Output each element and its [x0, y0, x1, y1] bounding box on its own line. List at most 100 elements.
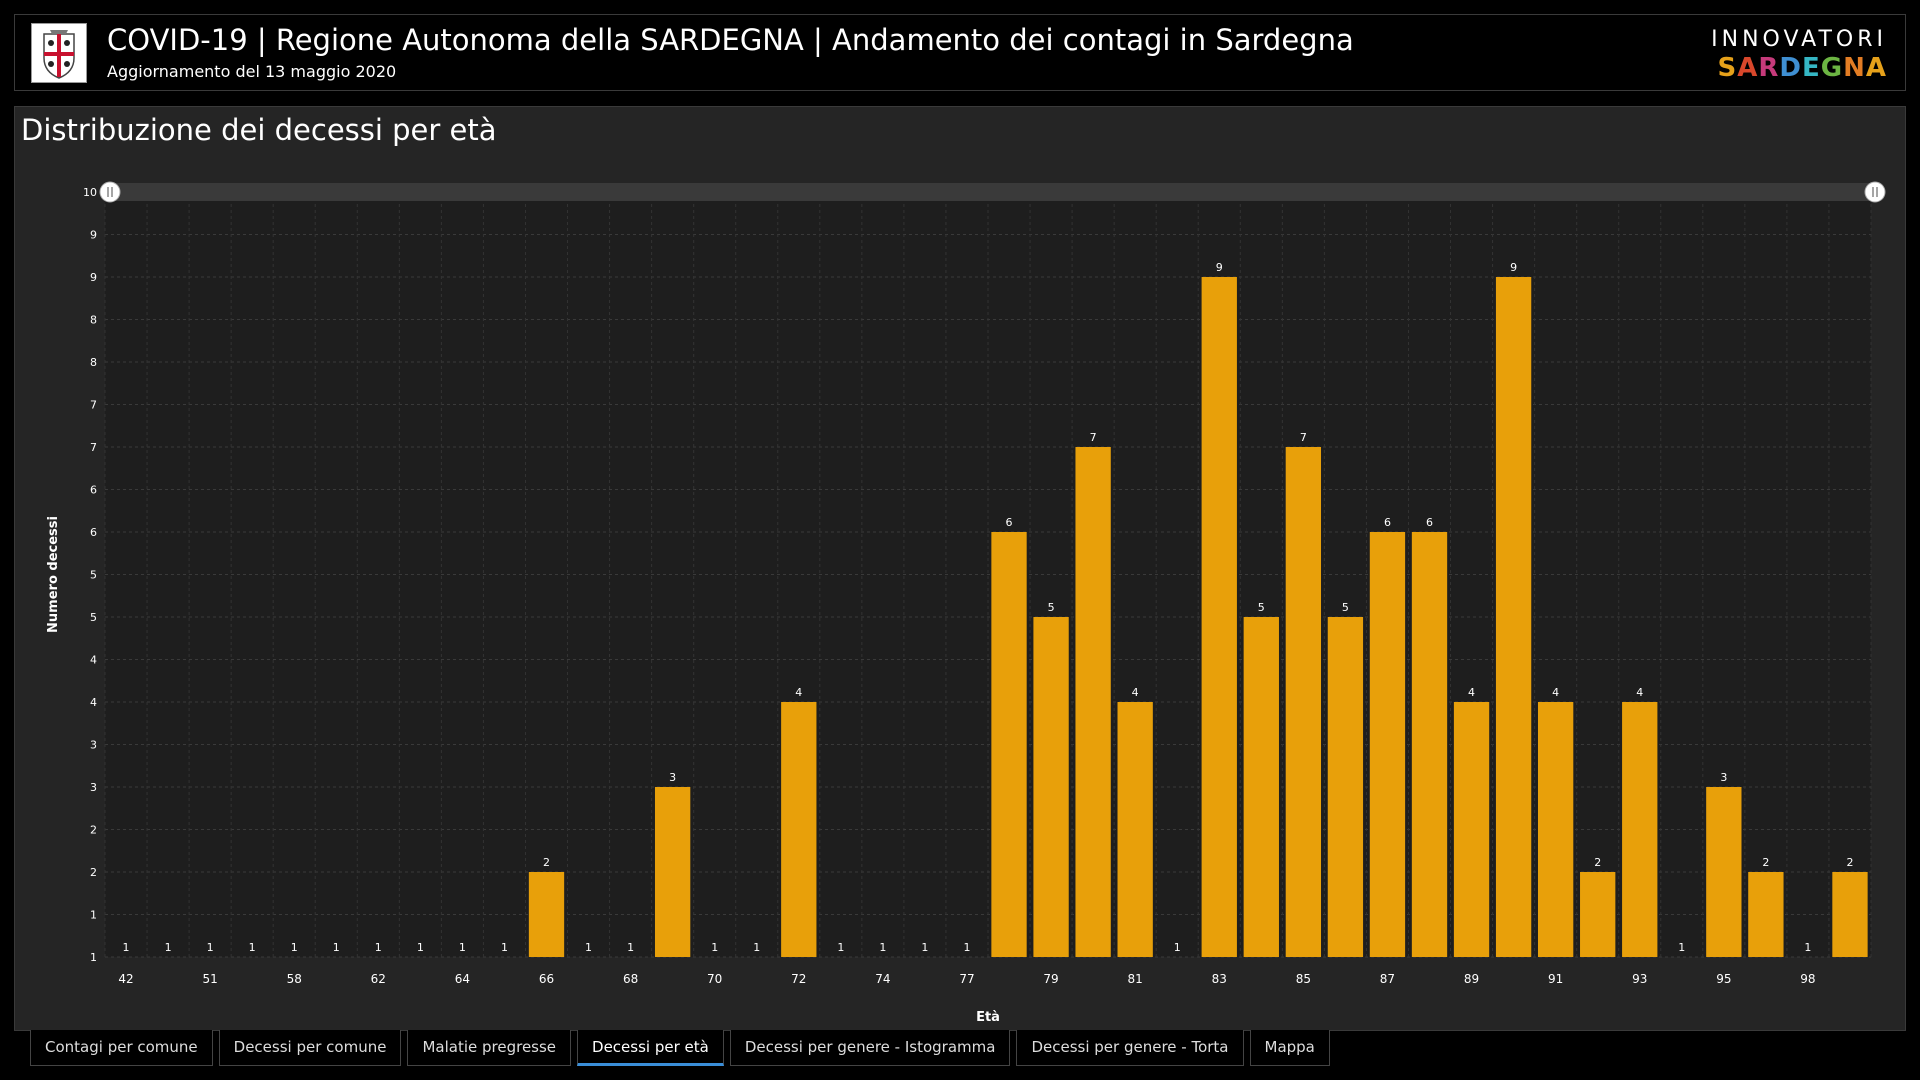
- tab-decessi-per-età[interactable]: Decessi per età: [577, 1030, 724, 1066]
- bar-value-label: 1: [375, 941, 382, 954]
- tab-decessi-per-genere-istogramma[interactable]: Decessi per genere - Istogramma: [729, 1030, 1011, 1066]
- bar-value-label: 1: [837, 941, 844, 954]
- brand-letter: D: [1779, 53, 1802, 83]
- bar-value-label: 1: [291, 941, 298, 954]
- range-slider-track[interactable]: [105, 183, 1881, 201]
- bar[interactable]: [1748, 872, 1784, 957]
- bar-value-label: 1: [165, 941, 172, 954]
- bar-value-label: 9: [1510, 261, 1517, 274]
- bar[interactable]: [1327, 617, 1364, 957]
- brand-name-sardegna: SARDEGNA: [1718, 53, 1887, 83]
- bar[interactable]: [1411, 532, 1448, 957]
- bar[interactable]: [1622, 702, 1658, 957]
- brand-letter: A: [1737, 53, 1759, 83]
- bar-value-label: 3: [1720, 771, 1727, 784]
- bar[interactable]: [1453, 702, 1490, 957]
- bar[interactable]: [1201, 277, 1237, 957]
- bar-value-label: 4: [1132, 686, 1139, 699]
- x-tick-label: 98: [1800, 972, 1815, 986]
- bar-value-label: 1: [249, 941, 256, 954]
- bar-value-label: 7: [1090, 431, 1097, 444]
- y-tick-label: 6: [90, 526, 97, 539]
- brand-letter: E: [1802, 53, 1821, 83]
- bar-value-label: 2: [1762, 856, 1769, 869]
- bar-value-label: 1: [879, 941, 886, 954]
- bar[interactable]: [1243, 617, 1279, 957]
- x-tick-label: 68: [623, 972, 638, 986]
- x-tick-label: 81: [1128, 972, 1143, 986]
- range-slider-handle[interactable]: [99, 181, 121, 203]
- tab-bar: Contagi per comune Decessi per comune Mala…: [30, 1030, 1330, 1068]
- bar-value-label: 1: [417, 941, 424, 954]
- y-axis-title: Numero decessi: [46, 516, 61, 633]
- x-tick-label: 87: [1380, 972, 1395, 986]
- range-slider-handle[interactable]: [1864, 181, 1886, 203]
- bar-value-label: 4: [1468, 686, 1475, 699]
- bar-value-label: 1: [501, 941, 508, 954]
- x-tick-label: 42: [118, 972, 133, 986]
- x-tick-label: 58: [287, 972, 302, 986]
- tab-decessi-per-genere-torta[interactable]: Decessi per genere - Torta: [1016, 1030, 1244, 1066]
- y-tick-label: 9: [90, 229, 97, 242]
- y-tick-label: 5: [90, 611, 97, 624]
- x-tick-label: 64: [455, 972, 470, 986]
- bar-value-label: 5: [1258, 601, 1265, 614]
- y-tick-label: 4: [90, 654, 97, 667]
- bar[interactable]: [1495, 277, 1532, 957]
- x-tick-label: 51: [202, 972, 217, 986]
- bar-value-label: 4: [1552, 686, 1559, 699]
- bar[interactable]: [1537, 702, 1574, 957]
- y-tick-label: 9: [90, 271, 97, 284]
- page-title: COVID-19 | Regione Autonoma della SARDEG…: [107, 23, 1354, 57]
- y-tick-label: 3: [90, 781, 97, 794]
- bar[interactable]: [1117, 702, 1153, 957]
- bar[interactable]: [1033, 617, 1069, 957]
- tab-mappa[interactable]: Mappa: [1249, 1030, 1330, 1066]
- y-tick-label: 3: [90, 739, 97, 752]
- x-tick-label: 93: [1632, 972, 1647, 986]
- bar-value-label: 1: [333, 941, 340, 954]
- bar-value-label: 1: [1678, 941, 1685, 954]
- x-tick-label: 95: [1716, 972, 1731, 986]
- bar[interactable]: [1369, 532, 1406, 957]
- bar[interactable]: [528, 872, 565, 957]
- brand-letter: R: [1758, 53, 1780, 83]
- bar-value-label: 1: [753, 941, 760, 954]
- chart-title: Distribuzione dei decessi per età: [21, 113, 497, 147]
- y-tick-label: 2: [90, 824, 97, 837]
- y-tick-label: 1: [90, 909, 97, 922]
- bar-value-label: 1: [1804, 941, 1811, 954]
- update-date: Aggiornamento del 13 maggio 2020: [107, 62, 397, 81]
- bar-value-label: 2: [1594, 856, 1601, 869]
- tab-malatie-pregresse[interactable]: Malatie pregresse: [407, 1030, 572, 1066]
- brand-letter: A: [1865, 53, 1887, 83]
- brand-letter: S: [1717, 53, 1738, 83]
- bar[interactable]: [1580, 872, 1616, 957]
- bar[interactable]: [1832, 872, 1868, 957]
- x-tick-label: 91: [1548, 972, 1563, 986]
- tab-contagi-per-comune[interactable]: Contagi per comune: [30, 1030, 213, 1066]
- bar-value-label: 1: [585, 941, 592, 954]
- bar-value-label: 6: [1006, 516, 1013, 529]
- bar[interactable]: [654, 787, 691, 957]
- bar[interactable]: [991, 532, 1027, 957]
- y-tick-label: 8: [90, 314, 97, 327]
- app-header: COVID-19 | Regione Autonoma della SARDEG…: [14, 14, 1906, 91]
- bar[interactable]: [1706, 787, 1742, 957]
- bar-value-label: 6: [1426, 516, 1433, 529]
- y-tick-label: 8: [90, 356, 97, 369]
- bar-value-label: 1: [207, 941, 214, 954]
- y-tick-label: 5: [90, 569, 97, 582]
- bar-value-label: 5: [1342, 601, 1349, 614]
- tab-decessi-per-comune[interactable]: Decessi per comune: [218, 1030, 402, 1066]
- bar[interactable]: [781, 702, 817, 957]
- x-tick-label: 70: [707, 972, 722, 986]
- bar-value-label: 2: [1846, 856, 1853, 869]
- bar[interactable]: [1075, 447, 1111, 957]
- bar[interactable]: [1285, 447, 1322, 957]
- bar-value-label: 1: [963, 941, 970, 954]
- bar-value-label: 1: [1174, 941, 1181, 954]
- bar-value-label: 1: [123, 941, 130, 954]
- y-tick-label: 10: [83, 186, 97, 199]
